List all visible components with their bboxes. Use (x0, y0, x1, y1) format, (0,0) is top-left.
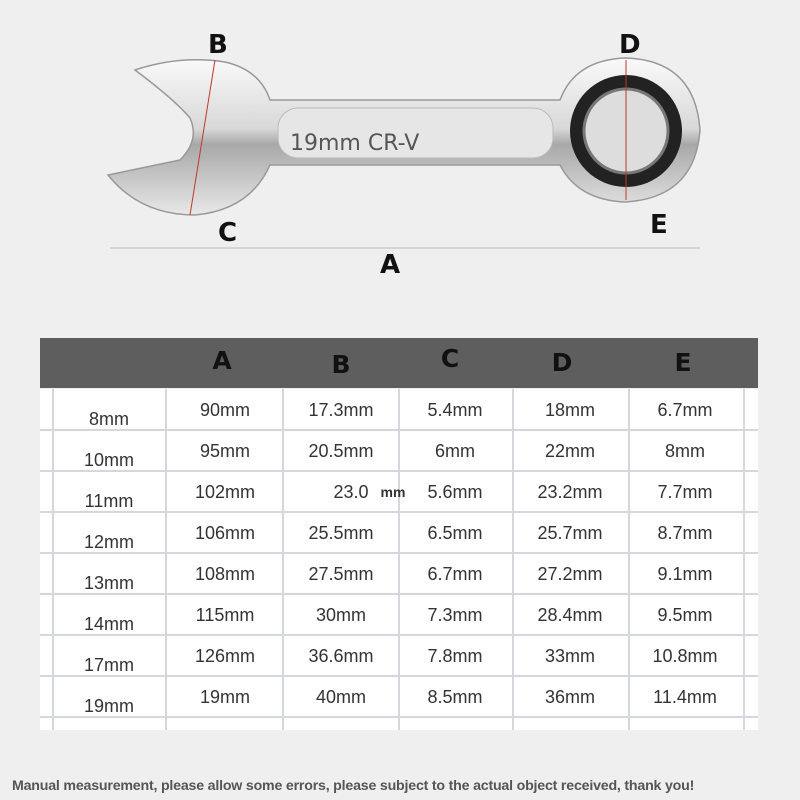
table-cell: 6.7mm (657, 400, 713, 420)
table-cell: 9.1mm (657, 564, 713, 584)
row-size-label: 14mm (83, 614, 135, 634)
label-d: D (619, 30, 641, 60)
table-cell: 8.7mm (657, 523, 713, 543)
table-cell: 8.5mm (427, 687, 483, 707)
grid-hline (40, 552, 758, 554)
table-header: A B C D E (40, 338, 758, 388)
dimension-b-line (189, 59, 216, 216)
grid-hline (40, 429, 758, 431)
row-size-label: 11mm (84, 491, 134, 511)
unit-label: mm (380, 484, 406, 500)
grid-vline (165, 389, 167, 730)
table-cell: 7.7mm (657, 482, 713, 502)
table-cell: 6.7mm (427, 564, 483, 584)
table-cell: 5.6mm (427, 482, 483, 502)
table-cell: 7.8mm (427, 646, 483, 666)
grid-vline (628, 389, 630, 730)
table-cell: 36mm (544, 687, 596, 707)
table-cell: 33mm (544, 646, 596, 666)
row-size-label: 10mm (83, 450, 135, 470)
header-a: A (212, 346, 232, 375)
table-cell: 9.5mm (657, 605, 713, 625)
table-cell: 95mm (199, 441, 251, 461)
table-cell: 106mm (194, 523, 256, 543)
table-cell: 27.5mm (308, 564, 374, 584)
size-table: 8mm 90mm 17.3mm 5.4mm 18mm 6.7mm 10mm 95mm 20.5m… (40, 389, 758, 730)
header-d: D (551, 348, 573, 377)
table-cell: 10.8mm (652, 646, 718, 666)
grid-vline (398, 389, 400, 730)
row-size-label: 8mm (89, 409, 129, 429)
grid-vline (512, 389, 514, 730)
row-size-label: 12mm (83, 532, 135, 552)
grid-hline (40, 511, 758, 513)
table-cell: 25.5mm (308, 523, 374, 543)
table-cell: 108mm (194, 564, 256, 584)
label-b: B (208, 30, 228, 60)
table-cell: 6mm (435, 441, 475, 461)
table-cell: 20.5mm (308, 441, 374, 461)
table-cell: 23.0 (333, 482, 369, 502)
header-e: E (674, 348, 692, 377)
table-cell: 7.3mm (427, 605, 483, 625)
row-size-label: 17mm (83, 655, 135, 675)
table-cell: 11.4mm (653, 687, 717, 707)
table-cell: 115mm (195, 605, 255, 625)
grid-hline (40, 470, 758, 472)
header-b: B (331, 350, 351, 379)
row-size-label: 19mm (83, 696, 135, 716)
table-cell: 102mm (194, 482, 256, 502)
grid-vline (52, 389, 54, 730)
table-cell: 30mm (315, 605, 367, 625)
table-cell: 17.3mm (308, 400, 374, 420)
table-cell: 40mm (315, 687, 367, 707)
grid-vline (743, 389, 745, 730)
wrench-diagram: 19mm CR-V (106, 57, 701, 249)
grid-vline (282, 389, 284, 730)
grid-hline (40, 675, 758, 677)
table-cell: 126mm (194, 646, 256, 666)
table-cell: 19mm (199, 687, 251, 707)
row-size-label: 13mm (83, 573, 135, 593)
grid-hline (40, 716, 758, 718)
table-cell: 18mm (544, 400, 596, 420)
grid-hline (40, 634, 758, 636)
table-cell: 6.5mm (427, 523, 483, 543)
label-e: E (650, 210, 668, 240)
engraving-text: 19mm CR-V (290, 131, 419, 156)
table-cell: 22mm (544, 441, 596, 461)
grid-hline (40, 593, 758, 595)
footer-note: Manual measurement, please allow some er… (12, 778, 695, 794)
table-cell: 36.6mm (308, 646, 374, 666)
table-cell: 8mm (665, 441, 705, 461)
table-cell: 25.7mm (537, 523, 603, 543)
table-cell: 28.4mm (537, 605, 603, 625)
header-c: C (440, 344, 460, 373)
label-c: C (218, 218, 238, 248)
table-cell: 27.2mm (537, 564, 603, 584)
table-cell: 23.2mm (537, 482, 603, 502)
label-a: A (380, 250, 401, 280)
table-cell: 90mm (199, 400, 251, 420)
table-cell: 5.4mm (427, 400, 483, 420)
